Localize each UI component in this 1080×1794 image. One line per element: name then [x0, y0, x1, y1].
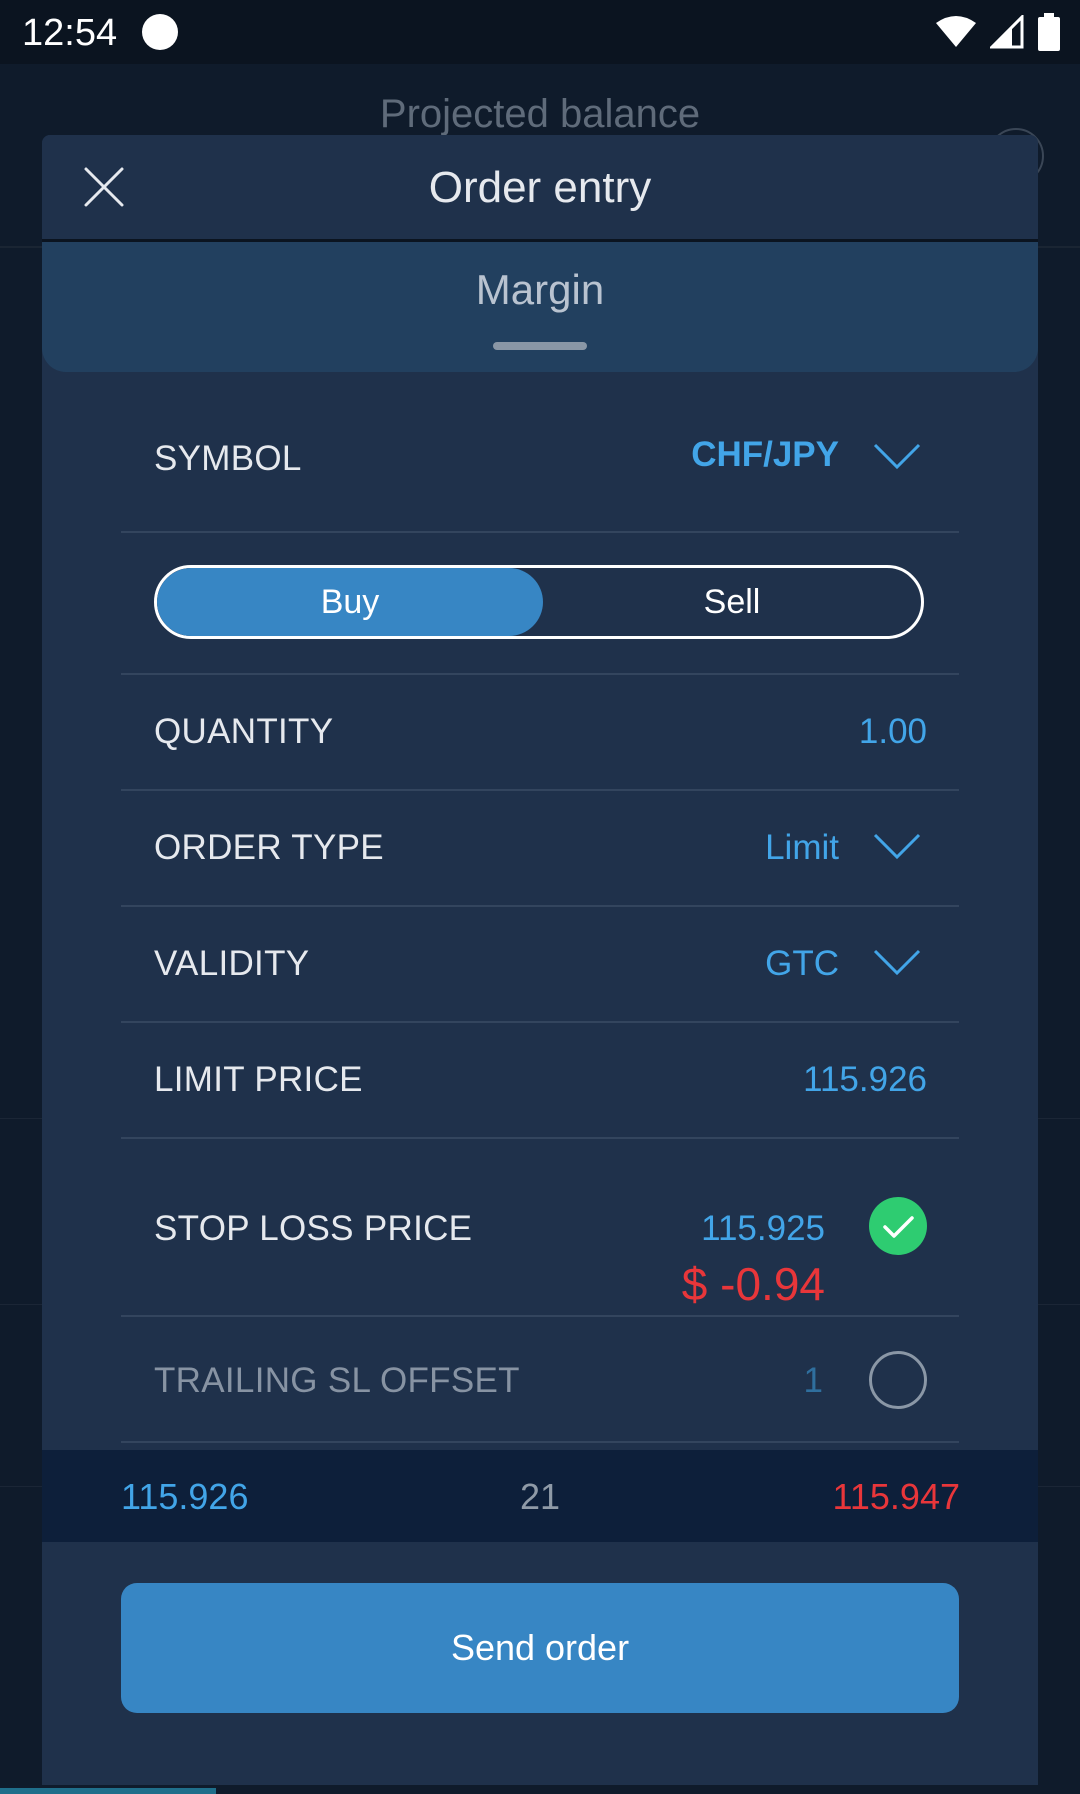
stop-loss-checkbox[interactable] [869, 1197, 927, 1255]
checkmark-icon [883, 1216, 914, 1238]
stop-loss-label: STOP LOSS PRICE [154, 1209, 473, 1248]
bid-price: 115.926 [121, 1476, 249, 1517]
status-bar: 12:54 [0, 0, 1080, 64]
order-type-row[interactable]: ORDER TYPE Limit [121, 791, 959, 907]
symbol-label: SYMBOL [154, 439, 302, 478]
tab-indicator [493, 342, 587, 350]
battery-icon [1038, 13, 1060, 51]
validity-row[interactable]: VALIDITY GTC [121, 907, 959, 1023]
quote-bar: 115.926 21 115.947 [42, 1450, 1038, 1542]
symbol-value[interactable]: CHF/JPY [691, 435, 839, 474]
order-form: SYMBOL CHF/JPY Buy Sell QUANTITY 1.00 OR… [121, 383, 959, 1533]
notification-dot-icon [142, 14, 178, 50]
close-icon[interactable] [82, 165, 126, 209]
limit-price-input[interactable]: 115.926 [803, 1060, 927, 1099]
order-type-label: ORDER TYPE [154, 828, 384, 867]
quantity-label: QUANTITY [154, 712, 334, 751]
tab-margin[interactable]: Margin [475, 266, 605, 313]
buy-button[interactable]: Buy [157, 568, 543, 636]
send-order-button[interactable]: Send order [121, 1583, 959, 1713]
buy-sell-toggle[interactable]: Buy Sell [154, 565, 924, 639]
side-row: Buy Sell [121, 533, 959, 675]
chevron-down-icon[interactable] [873, 443, 921, 471]
sell-button[interactable]: Sell [703, 582, 761, 621]
status-time: 12:54 [22, 12, 118, 54]
stop-loss-pnl: $ -0.94 [681, 1258, 825, 1310]
trailing-sl-checkbox[interactable] [869, 1351, 927, 1409]
order-entry-dialog: Order entry Margin SYMBOL CHF/JPY Buy Se… [42, 135, 1038, 1785]
background-progress [0, 1788, 216, 1794]
dialog-title: Order entry [428, 163, 652, 212]
limit-price-row[interactable]: LIMIT PRICE 115.926 [121, 1023, 959, 1139]
quantity-row[interactable]: QUANTITY 1.00 [121, 675, 959, 791]
system-icons [936, 12, 1060, 52]
stop-loss-row[interactable]: STOP LOSS PRICE 115.925 $ -0.94 [121, 1139, 959, 1317]
chevron-down-icon[interactable] [873, 833, 921, 861]
signal-icon [990, 15, 1024, 49]
symbol-row[interactable]: SYMBOL CHF/JPY [121, 383, 959, 533]
order-type-value[interactable]: Limit [765, 828, 839, 867]
spread-value: 21 [519, 1476, 561, 1517]
wifi-icon [936, 16, 976, 47]
background-title: Projected balance [379, 92, 701, 136]
validity-value[interactable]: GTC [765, 944, 839, 983]
ask-price: 115.947 [832, 1476, 960, 1517]
validity-label: VALIDITY [154, 944, 310, 983]
dialog-header: Order entry [42, 135, 1038, 242]
chevron-down-icon[interactable] [873, 949, 921, 977]
trailing-sl-input[interactable]: 1 [803, 1361, 823, 1400]
tab-bar: Margin [42, 242, 1038, 372]
limit-price-label: LIMIT PRICE [154, 1060, 363, 1099]
stop-loss-input[interactable]: 115.925 [701, 1209, 825, 1248]
trailing-sl-row[interactable]: TRAILING SL OFFSET 1 [121, 1317, 959, 1443]
quantity-input[interactable]: 1.00 [858, 712, 927, 751]
trailing-sl-label: TRAILING SL OFFSET [154, 1361, 520, 1400]
